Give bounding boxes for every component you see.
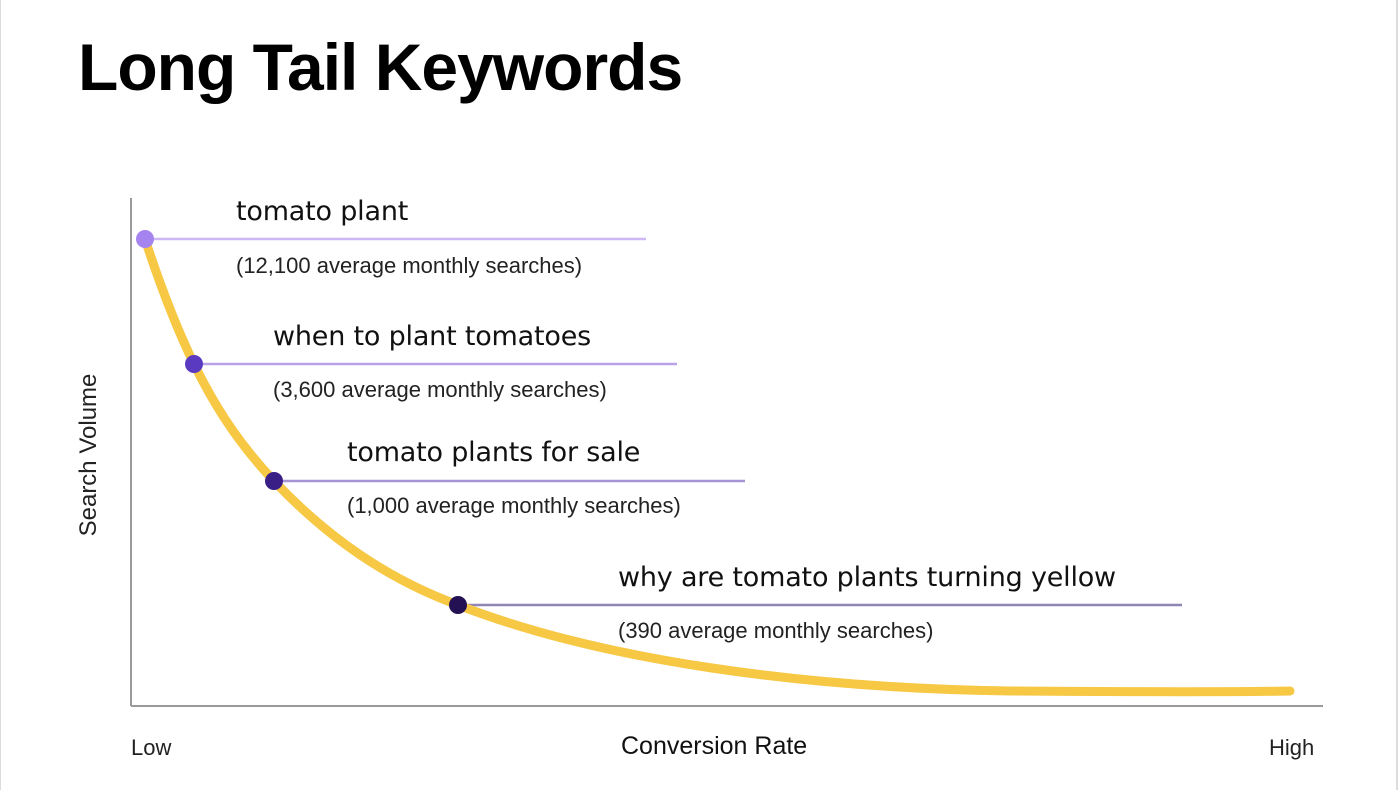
page-title: Long Tail Keywords [78, 30, 683, 104]
keyword-searches-1: (12,100 average monthly searches) [236, 253, 583, 278]
keyword-label-1: tomato plant [236, 196, 409, 227]
x-axis-low-label: Low [131, 735, 172, 760]
data-point-3 [265, 472, 283, 490]
data-point-2 [185, 355, 203, 373]
keyword-searches-3: (1,000 average monthly searches) [347, 493, 681, 518]
y-axis-label: Search Volume [75, 373, 102, 537]
keyword-label-3: tomato plants for sale [347, 437, 641, 468]
keyword-label-2: when to plant tomatoes [273, 321, 591, 352]
keyword-label-4: why are tomato plants turning yellow [618, 562, 1116, 593]
data-point-4 [449, 596, 467, 614]
data-point-1 [136, 230, 154, 248]
x-axis-label: Conversion Rate [621, 732, 808, 760]
keyword-searches-2: (3,600 average monthly searches) [273, 377, 607, 402]
x-axis-high-label: High [1269, 735, 1315, 760]
keyword-searches-4: (390 average monthly searches) [618, 618, 934, 643]
